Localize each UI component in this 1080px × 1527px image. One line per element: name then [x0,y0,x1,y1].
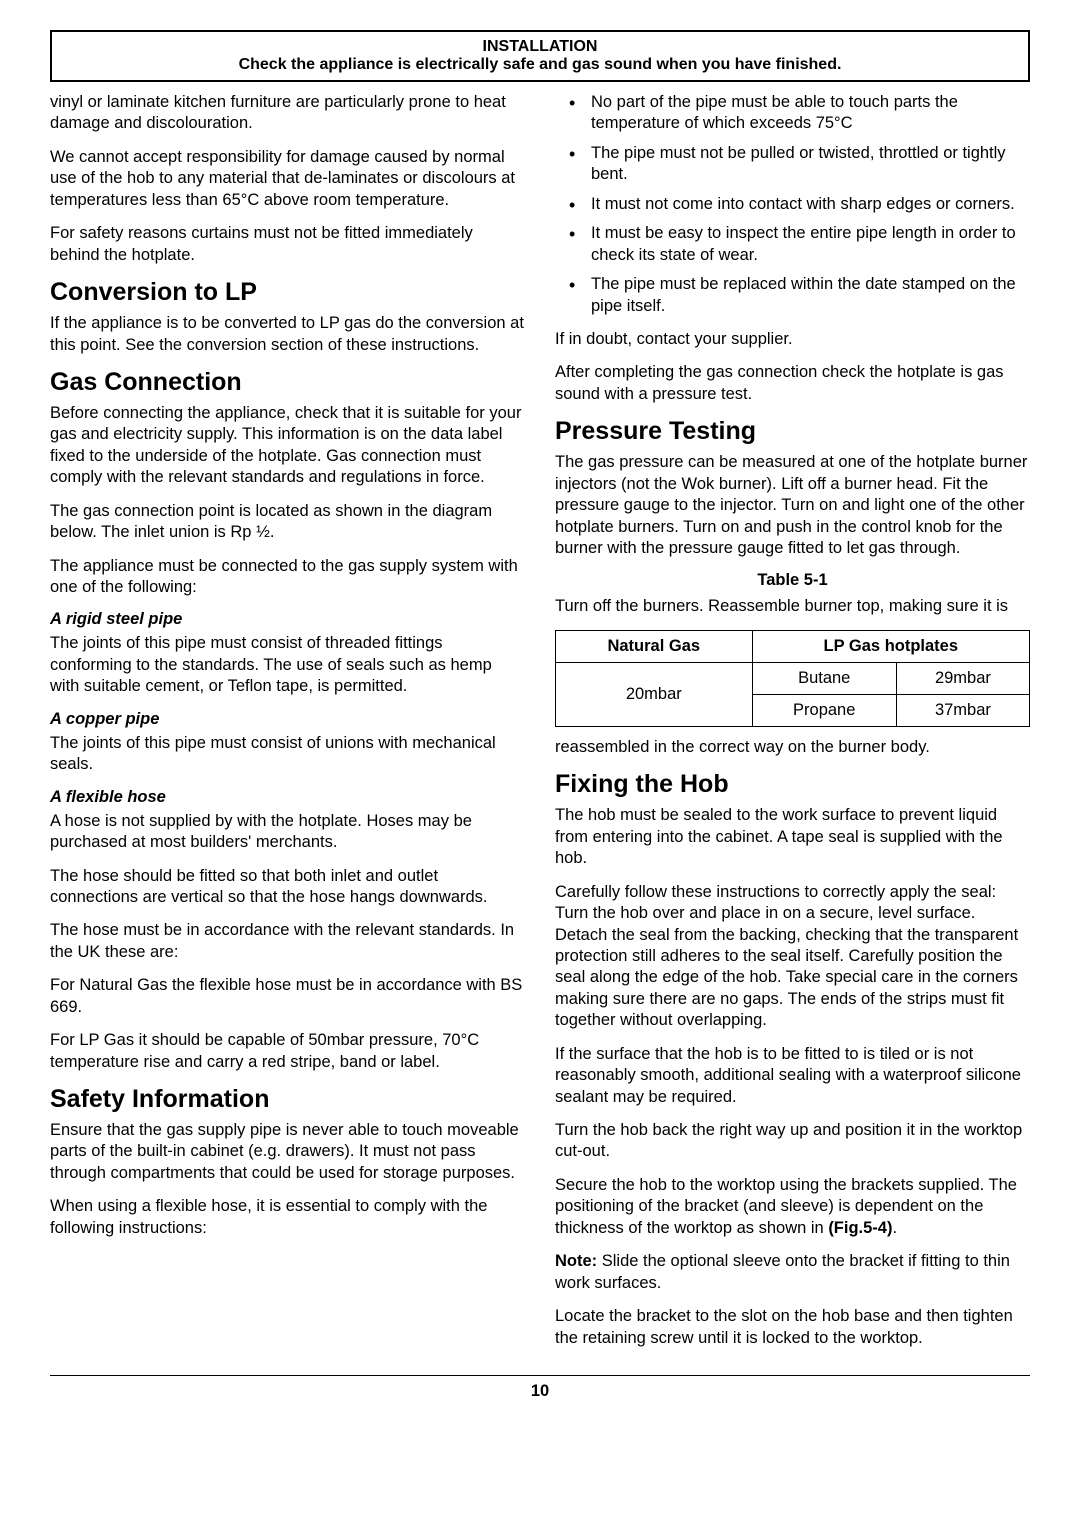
safety-info-heading: Safety Information [50,1085,525,1114]
list-item: It must be easy to inspect the entire pi… [555,223,1030,266]
safety-info-p2: When using a flexible hose, it is essent… [50,1196,525,1239]
note-label: Note: [555,1252,597,1270]
pressure-testing-p2: Turn off the burners. Reassemble burner … [555,596,1030,617]
gas-connection-heading: Gas Connection [50,368,525,397]
text-span: . [892,1219,897,1237]
conversion-heading: Conversion to LP [50,278,525,307]
table-cell: Butane [752,662,896,694]
list-item: No part of the pipe must be able to touc… [555,92,1030,135]
table-cell: 37mbar [896,694,1029,726]
fixing-hob-p2: Carefully follow these instructions to c… [555,882,1030,1032]
table-cell: 20mbar [556,662,753,726]
fixing-hob-p1: The hob must be sealed to the work surfa… [555,805,1030,869]
table-cell: 29mbar [896,662,1029,694]
pressure-testing-heading: Pressure Testing [555,417,1030,446]
intro-1: vinyl or laminate kitchen furniture are … [50,92,525,135]
list-item: The pipe must be replaced within the dat… [555,274,1030,317]
gas-connection-p1: Before connecting the appliance, check t… [50,403,525,489]
fixing-hob-p5: Secure the hob to the worktop using the … [555,1175,1030,1239]
doubt-p: If in doubt, contact your supplier. [555,329,1030,350]
list-item: It must not come into contact with sharp… [555,194,1030,215]
steel-pipe-heading: A rigid steel pipe [50,610,525,629]
intro-3: For safety reasons curtains must not be … [50,223,525,266]
steel-pipe-p: The joints of this pipe must consist of … [50,633,525,697]
pipe-requirements-list: No part of the pipe must be able to touc… [555,92,1030,317]
safety-info-p1: Ensure that the gas supply pipe is never… [50,1120,525,1184]
pressure-testing-p1: The gas pressure can be measured at one … [555,452,1030,559]
table-caption: Table 5-1 [555,571,1030,590]
flexible-hose-p4: For Natural Gas the flexible hose must b… [50,975,525,1018]
fixing-hob-p6: Note: Slide the optional sleeve onto the… [555,1251,1030,1294]
page-number: 10 [50,1382,1030,1401]
flexible-hose-p1: A hose is not supplied by with the hotpl… [50,811,525,854]
fixing-hob-heading: Fixing the Hob [555,770,1030,799]
pressure-testing-p3: reassembled in the correct way on the bu… [555,737,1030,758]
header-subtitle: Check the appliance is electrically safe… [62,56,1018,74]
installation-header: INSTALLATION Check the appliance is elec… [50,30,1030,82]
flexible-hose-p3: The hose must be in accordance with the … [50,920,525,963]
copper-pipe-heading: A copper pipe [50,710,525,729]
flexible-hose-p2: The hose should be fitted so that both i… [50,866,525,909]
table-header: Natural Gas [556,630,753,662]
flexible-hose-heading: A flexible hose [50,788,525,807]
intro-2: We cannot accept responsibility for dama… [50,147,525,211]
conversion-p: If the appliance is to be converted to L… [50,313,525,356]
fixing-hob-p3: If the surface that the hob is to be fit… [555,1044,1030,1108]
content-columns: vinyl or laminate kitchen furniture are … [50,92,1030,1361]
header-title: INSTALLATION [62,38,1018,56]
gas-pressure-table: Natural Gas LP Gas hotplates 20mbar Buta… [555,630,1030,727]
fig-ref: (Fig.5-4) [828,1219,892,1237]
gas-connection-p2: The gas connection point is located as s… [50,501,525,544]
fixing-hob-p7: Locate the bracket to the slot on the ho… [555,1306,1030,1349]
page-rule [50,1375,1030,1376]
flexible-hose-p5: For LP Gas it should be capable of 50mba… [50,1030,525,1073]
right-column: No part of the pipe must be able to touc… [555,92,1030,1361]
text-span: Slide the optional sleeve onto the brack… [555,1252,1010,1291]
table-cell: Propane [752,694,896,726]
table-header: LP Gas hotplates [752,630,1029,662]
copper-pipe-p: The joints of this pipe must consist of … [50,733,525,776]
text-span: Secure the hob to the worktop using the … [555,1176,1017,1237]
left-column: vinyl or laminate kitchen furniture are … [50,92,525,1361]
fixing-hob-p4: Turn the hob back the right way up and p… [555,1120,1030,1163]
after-p: After completing the gas connection chec… [555,362,1030,405]
list-item: The pipe must not be pulled or twisted, … [555,143,1030,186]
gas-connection-p3: The appliance must be connected to the g… [50,556,525,599]
